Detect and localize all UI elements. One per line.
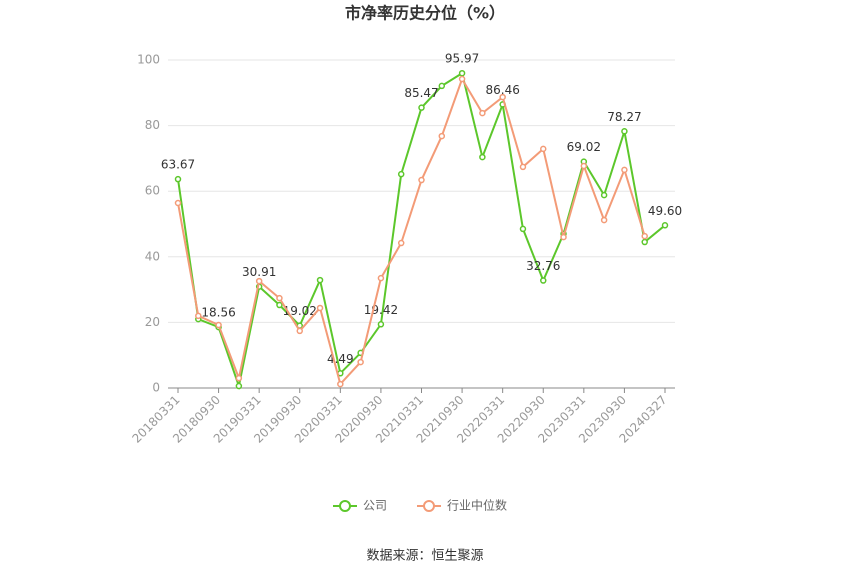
data-label: 4.49 (327, 352, 354, 366)
point (438, 132, 446, 140)
point (316, 276, 324, 284)
point (641, 238, 648, 246)
point (276, 294, 283, 302)
series-line (177, 76, 646, 387)
point (479, 109, 486, 117)
point (479, 153, 486, 161)
data-label: 19.42 (364, 303, 398, 317)
legend-label: 公司 (363, 499, 387, 513)
point (215, 321, 222, 329)
legend-marker (423, 500, 435, 512)
data-label: 69.02 (567, 140, 601, 154)
point (540, 277, 547, 284)
point (519, 163, 527, 171)
point (621, 128, 628, 135)
chart-title: 市净率历史分位（%） (345, 4, 505, 23)
y-tick-label: 20 (145, 315, 160, 329)
point (418, 104, 425, 111)
point (397, 239, 405, 247)
point (377, 274, 385, 282)
point (641, 232, 648, 240)
point (296, 327, 303, 335)
point (499, 93, 506, 101)
point (580, 162, 588, 170)
point (458, 75, 466, 83)
data-label: 78.27 (607, 110, 641, 124)
point (255, 277, 263, 285)
point (377, 321, 385, 328)
data-label: 95.97 (445, 52, 479, 66)
point (195, 312, 202, 320)
point (458, 69, 466, 77)
data-label: 32.76 (526, 259, 560, 273)
point (235, 382, 243, 390)
point (560, 233, 567, 241)
point (438, 82, 446, 90)
data-label: 85.47 (404, 86, 438, 100)
y-tick-label: 80 (145, 118, 160, 132)
y-tick-label: 0 (152, 381, 160, 395)
source: 数据来源：恒生聚源 (366, 549, 483, 564)
data-label: 63.67 (161, 158, 195, 172)
legend-marker (339, 500, 351, 512)
point (316, 304, 324, 312)
point (235, 374, 243, 382)
data-label: 86.46 (485, 83, 519, 97)
point (174, 199, 182, 207)
point (621, 166, 628, 174)
point (540, 145, 547, 153)
point (337, 380, 344, 388)
point (519, 225, 527, 233)
legend-label: 行业中位数 (447, 498, 507, 513)
point (357, 358, 364, 366)
data-label: 49.60 (648, 204, 682, 218)
data-label: 18.56 (201, 306, 235, 320)
point (600, 191, 608, 199)
y-tick-label: 40 (145, 249, 160, 263)
data-label: 30.91 (242, 265, 276, 279)
point (397, 170, 405, 178)
data-label: 19.02 (283, 304, 317, 318)
y-tick-label: 100 (137, 53, 160, 67)
point (661, 222, 669, 229)
point (174, 175, 182, 183)
point (276, 301, 283, 309)
y-tick-label: 60 (145, 184, 160, 198)
series-line (177, 71, 666, 390)
point (600, 216, 608, 224)
point (418, 176, 425, 184)
